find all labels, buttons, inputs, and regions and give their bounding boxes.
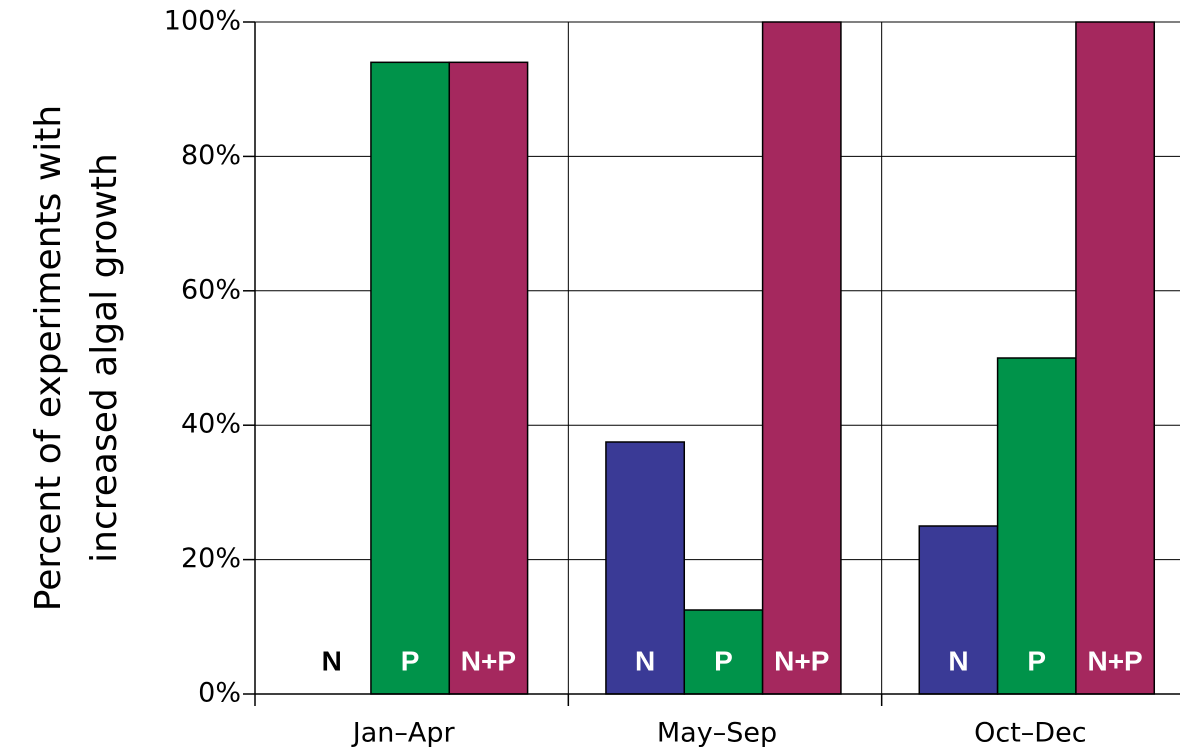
bar-label: N (635, 645, 655, 676)
x-tick-label: May–Sep (657, 718, 777, 749)
bar (1075, 21, 1156, 695)
y-tick-label: 80% (181, 140, 241, 171)
y-tick-label: 20% (181, 543, 241, 574)
bar (761, 21, 842, 695)
bar-label: N+P (774, 645, 829, 676)
x-tick-label: Jan–Apr (351, 718, 456, 749)
bar (370, 61, 451, 695)
bar-label: P (714, 645, 733, 676)
y-tick-label: 100% (164, 6, 241, 37)
y-axis-label: increased algal growth (84, 153, 125, 563)
bar (918, 525, 999, 695)
bar-label: N+P (1087, 645, 1142, 676)
bar (996, 357, 1077, 695)
bar (683, 609, 764, 695)
y-axis-label: Percent of experiments with (28, 105, 69, 611)
bar-label: N (322, 645, 342, 676)
bar-label: P (1027, 645, 1046, 676)
y-tick-label: 60% (181, 274, 241, 305)
y-tick-label: 0% (198, 678, 241, 709)
x-tick-label: Oct–Dec (974, 718, 1086, 749)
bar-label: P (401, 645, 420, 676)
y-tick-label: 40% (181, 409, 241, 440)
bar-label: N+P (461, 645, 516, 676)
bar-label: N (948, 645, 968, 676)
bar (448, 61, 529, 695)
bar (605, 441, 686, 695)
